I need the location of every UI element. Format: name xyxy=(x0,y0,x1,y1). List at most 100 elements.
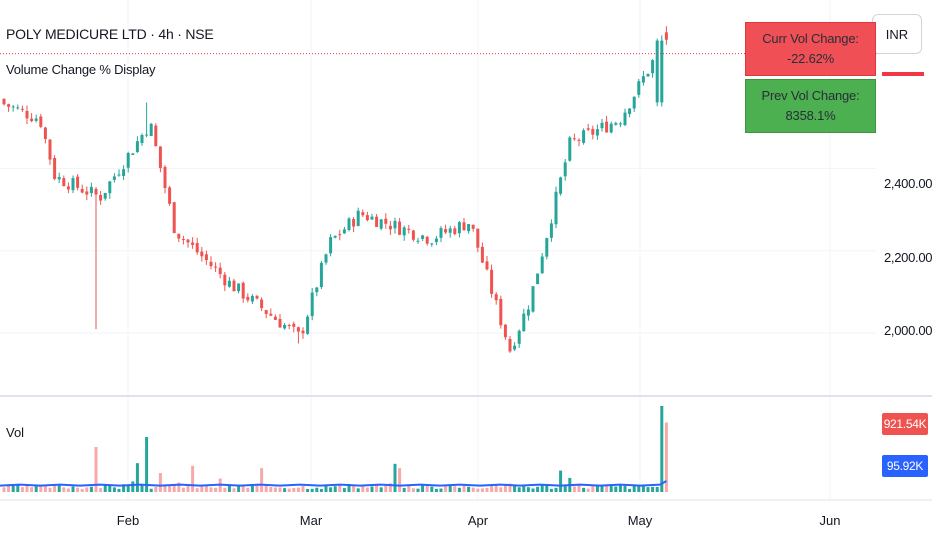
curr-vol-change-box: Curr Vol Change: -22.62% xyxy=(745,22,876,76)
candle-body xyxy=(517,330,521,344)
volume-ma-line xyxy=(0,480,667,487)
curr-vol-change-label: Curr Vol Change: xyxy=(762,31,859,46)
candle-body xyxy=(16,107,20,109)
volume-bar xyxy=(333,486,337,492)
volume-bar xyxy=(425,485,429,492)
candle-body xyxy=(457,222,461,234)
candle-body xyxy=(568,137,572,161)
volume-bar xyxy=(421,485,425,492)
volume-bar xyxy=(618,485,622,492)
candle-body xyxy=(301,330,305,334)
volume-bar xyxy=(513,485,517,492)
candle-body xyxy=(637,81,641,95)
volume-bar xyxy=(434,488,438,492)
x-tick-label: Feb xyxy=(116,513,140,528)
volume-bar xyxy=(471,487,475,492)
candle-body xyxy=(646,73,650,77)
candle-body xyxy=(485,261,489,270)
volume-bar xyxy=(223,487,227,492)
volume-pane-label[interactable]: Vol xyxy=(6,425,25,440)
candle-body xyxy=(361,212,365,216)
candle-body xyxy=(591,128,595,135)
candle-body xyxy=(582,130,586,143)
volume-bar xyxy=(563,484,567,492)
candle-body xyxy=(237,283,241,292)
candle-body xyxy=(223,274,227,286)
candle-body xyxy=(232,280,236,292)
candle-body xyxy=(655,40,659,103)
candle-body xyxy=(526,309,530,316)
candle-body xyxy=(135,141,139,153)
volume-bar xyxy=(108,485,112,492)
candle-body xyxy=(57,176,61,180)
candle-body xyxy=(467,224,471,232)
candle-body xyxy=(402,227,406,236)
volume-bar xyxy=(186,485,190,492)
volume-bar xyxy=(499,487,503,492)
candle-body xyxy=(609,123,613,133)
volume-bar xyxy=(536,486,540,492)
volume-bar xyxy=(85,487,89,492)
volume-bar xyxy=(545,485,549,492)
volume-bar xyxy=(508,483,512,492)
volume-bar xyxy=(347,484,351,492)
candle-body xyxy=(126,152,130,168)
candle-body xyxy=(508,338,512,352)
volume-bar xyxy=(646,487,650,492)
volume-bar xyxy=(195,488,199,492)
volume-bar xyxy=(430,486,434,492)
candle-body xyxy=(347,218,351,231)
candle-body xyxy=(522,313,526,332)
volume-bar xyxy=(112,487,116,492)
indicator-name[interactable]: Volume Change % Display xyxy=(6,62,156,77)
candle-body xyxy=(388,225,392,230)
volume-bar xyxy=(292,487,296,492)
x-tick-label: Jun xyxy=(819,513,841,528)
volume-bar xyxy=(324,485,328,492)
volume-bar xyxy=(651,486,655,492)
volume-bar xyxy=(531,488,535,492)
volume-bar xyxy=(71,486,75,492)
candle-body xyxy=(287,325,291,327)
volume-bar xyxy=(227,484,231,492)
candle-body xyxy=(149,123,153,137)
volume-bar xyxy=(287,488,291,492)
candle-body xyxy=(421,235,425,239)
volume-bar xyxy=(352,486,356,492)
candle-body xyxy=(48,139,52,160)
candle-body xyxy=(278,318,282,328)
volume-bar xyxy=(342,488,346,492)
candle-body xyxy=(283,324,287,329)
candle-body xyxy=(131,153,135,155)
volume-bar xyxy=(122,484,126,492)
volume-bar xyxy=(172,484,176,492)
volume-bar xyxy=(310,488,314,492)
volume-bar xyxy=(158,473,162,492)
candle-body xyxy=(163,166,167,189)
candle-body xyxy=(577,139,581,141)
volume-bar xyxy=(20,487,24,492)
candle-body xyxy=(140,134,144,144)
volume-bar xyxy=(34,485,38,492)
volume-bar xyxy=(255,485,259,492)
volume-ma-badge: 95.92K xyxy=(882,455,928,477)
x-tick-label: May xyxy=(627,513,653,528)
volume-bar xyxy=(416,488,420,492)
candle-body xyxy=(614,123,618,125)
candle-body xyxy=(145,134,149,136)
currency-button[interactable]: INR xyxy=(872,14,922,54)
candle-body xyxy=(108,181,112,194)
volume-bar xyxy=(140,484,144,492)
candle-body xyxy=(398,221,402,235)
volume-bar xyxy=(462,484,466,492)
volume-bar xyxy=(260,468,264,492)
candle-body xyxy=(490,269,494,294)
volume-bar xyxy=(57,484,61,492)
candle-body xyxy=(549,223,553,238)
volume-bar xyxy=(370,486,374,492)
candle-body xyxy=(600,122,604,129)
candle-body xyxy=(195,242,199,253)
volume-bar xyxy=(269,486,273,492)
volume-bar xyxy=(660,406,664,492)
